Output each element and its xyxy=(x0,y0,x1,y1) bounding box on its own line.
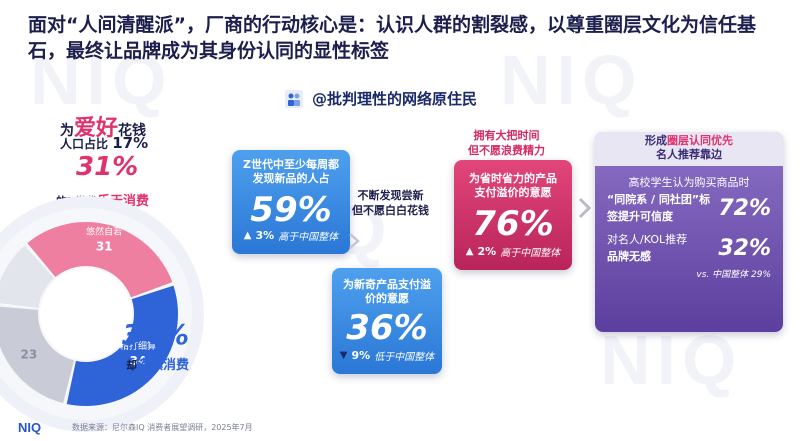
card4-line5: 品牌无感 xyxy=(607,250,651,263)
card4-header: 形成圈层认同优先 名人推荐靠边 xyxy=(595,132,783,166)
card4-head-highlight: 圈层认同优先 xyxy=(667,134,733,147)
card2-delta: 9% xyxy=(351,349,371,362)
card-new-products: Z世代中至少每周都发现新品的人占 59% ▲ 3% 高于中国整体 xyxy=(232,150,350,254)
blue-note-highlight: 谨慎消费 xyxy=(137,358,190,373)
card4-line4: 对名人/KOL推荐 xyxy=(607,233,688,246)
blue-note: 却谨慎消费 xyxy=(126,354,189,373)
card4-head-line2: 名人推荐靠边 xyxy=(656,148,722,161)
card-novelty-premium: 为新奇产品支付溢价的意愿 36% ▼ 9% 低于中国整体 xyxy=(332,268,442,374)
card1-note: 高于中国整体 xyxy=(278,232,339,243)
watermark-4: NIQ xyxy=(600,321,743,399)
blue-note-prefix: 却 xyxy=(126,359,137,372)
population-label: 人口占比 xyxy=(60,137,109,151)
card2-value: 36% xyxy=(346,308,428,348)
up-arrow-icon: ▲ xyxy=(243,230,252,241)
donut-value-label: 31 xyxy=(96,239,113,253)
donut-slice xyxy=(27,221,173,298)
heading-huaqian: 花钱 xyxy=(118,123,147,139)
card1-label: Z世代中至少每周都发现新品的人占 xyxy=(243,158,339,185)
down-arrow-icon: ▼ xyxy=(339,350,348,361)
donut-chart: 31 悠然自若 34 精打细算 23 xyxy=(0,192,216,437)
population-value: 17% xyxy=(112,134,149,152)
chevron-right-icon xyxy=(349,233,360,249)
card4-line3: 签提升可信度 xyxy=(607,210,673,223)
pink-callout-line2: 但不愿浪费精力 xyxy=(468,144,545,157)
card1-value: 59% xyxy=(250,190,332,230)
pink-callout-line1: 拥有大把时间 xyxy=(473,129,540,142)
card4-line2: “同院系 / 同社团”标 xyxy=(607,193,711,206)
card4-head-prefix: 形成 xyxy=(645,134,667,147)
chevron-right-icon xyxy=(578,197,592,219)
donut-value-label: 23 xyxy=(21,347,38,361)
pink-callout: 拥有大把时间 但不愿浪费精力 xyxy=(468,128,545,158)
middle-note-line1: 不断发现尝新 xyxy=(357,189,424,202)
middle-note-line2: 但不愿白白花钱 xyxy=(352,204,429,217)
card-convenience-premium: 为省时省力的产品支付溢价的意愿 76% ▲ 2% 高于中国整体 xyxy=(454,160,572,270)
card4-value2: 32% xyxy=(718,235,771,261)
card2-label: 为新奇产品支付溢价的意愿 xyxy=(343,278,431,305)
niq-logo: NIQ xyxy=(18,420,42,435)
population-share: 人口占比 17% xyxy=(60,134,148,152)
donut-slice xyxy=(0,245,54,308)
pink-percent: 31% xyxy=(76,152,139,182)
card3-label: 为省时省力的产品支付溢价的意愿 xyxy=(469,172,557,199)
card2-note: 低于中国整体 xyxy=(374,352,435,363)
up-arrow-icon: ▲ xyxy=(465,246,474,257)
people-icon xyxy=(284,89,304,109)
heading-aihao: 爱好 xyxy=(74,116,119,141)
card4-value1: 72% xyxy=(718,195,771,221)
card3-delta: 2% xyxy=(477,245,497,258)
card4-line1: 高校学生认为购买商品时 xyxy=(628,176,750,189)
hobby-heading: 为爱好花钱 xyxy=(60,110,200,142)
source-note: 数据来源：尼尔森IQ 消费者展望调研，2025年7月 xyxy=(72,423,253,432)
middle-note: 不断发现尝新 但不愿白白花钱 xyxy=(352,188,429,218)
donut-hole xyxy=(40,268,132,360)
donut-segment-label: 悠然自若 xyxy=(86,225,122,237)
blue-percent: 34% xyxy=(122,318,190,351)
heading-wei: 为 xyxy=(60,123,74,139)
donut-segment-label: 精打细算 xyxy=(120,340,156,352)
donut-slice xyxy=(0,306,75,404)
donut-slice xyxy=(66,285,178,406)
persona-label: @批判理性的网络原住民 xyxy=(312,90,478,108)
card3-note: 高于中国整体 xyxy=(500,248,561,259)
card3-value: 76% xyxy=(472,204,554,244)
card4-vs: vs. 中国整体 29% xyxy=(696,270,771,280)
footer: NIQ 数据来源：尼尔森IQ 消费者展望调研，2025年7月 xyxy=(0,418,800,439)
card-circle-identity: 形成圈层认同优先 名人推荐靠边 高校学生认为购买商品时 “同院系 / 同社团”标… xyxy=(595,132,783,332)
card1-delta: 3% xyxy=(255,229,275,242)
persona-tag: @批判理性的网络原住民 xyxy=(284,88,477,109)
donut-value-label: 34 xyxy=(130,354,147,368)
page-title: 面对“人间清醒派”，厂商的行动核心是：认识人群的割裂感，以尊重圈层文化为信任基石… xyxy=(28,14,756,62)
